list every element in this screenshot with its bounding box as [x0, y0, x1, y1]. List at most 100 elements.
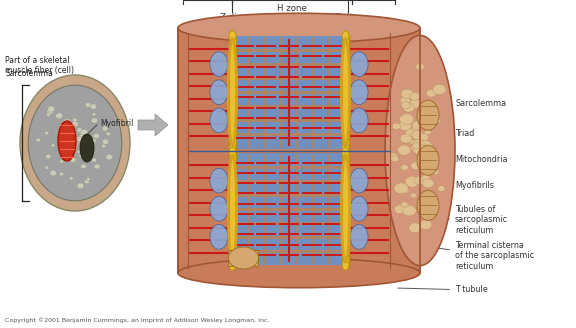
Ellipse shape [56, 113, 63, 119]
Ellipse shape [64, 132, 70, 138]
Ellipse shape [400, 97, 410, 105]
Ellipse shape [229, 147, 236, 158]
Ellipse shape [229, 143, 236, 154]
Ellipse shape [45, 166, 49, 169]
Ellipse shape [92, 118, 98, 123]
Ellipse shape [79, 134, 84, 138]
Ellipse shape [419, 133, 429, 141]
Ellipse shape [410, 193, 416, 198]
Ellipse shape [51, 172, 56, 176]
Ellipse shape [72, 139, 78, 144]
Ellipse shape [417, 100, 439, 130]
Ellipse shape [350, 224, 368, 249]
Ellipse shape [405, 176, 419, 187]
Ellipse shape [73, 142, 77, 145]
Ellipse shape [229, 31, 236, 41]
Text: M
line: M line [285, 26, 299, 39]
Ellipse shape [66, 153, 71, 157]
Ellipse shape [72, 121, 78, 127]
Ellipse shape [400, 114, 414, 125]
Ellipse shape [350, 196, 368, 221]
Ellipse shape [68, 147, 74, 152]
Ellipse shape [410, 127, 420, 135]
Text: Myofibrils: Myofibrils [428, 180, 494, 191]
Text: Mitochondria: Mitochondria [438, 155, 507, 170]
Bar [229, 250, 259, 266]
Ellipse shape [397, 145, 411, 155]
Ellipse shape [69, 136, 75, 142]
Ellipse shape [106, 132, 111, 136]
Ellipse shape [79, 149, 85, 154]
Ellipse shape [418, 149, 426, 155]
Ellipse shape [20, 75, 130, 211]
Ellipse shape [342, 147, 349, 158]
Ellipse shape [59, 172, 64, 176]
Ellipse shape [350, 52, 368, 76]
Text: T tubule: T tubule [398, 285, 488, 295]
Ellipse shape [63, 119, 70, 124]
Ellipse shape [414, 122, 421, 127]
Ellipse shape [438, 186, 445, 192]
Text: Copyright ©2001 Benjamin Cummings, an imprint of Addison Wesley Longman, Inc.: Copyright ©2001 Benjamin Cummings, an im… [5, 318, 270, 323]
Ellipse shape [79, 131, 85, 135]
Ellipse shape [106, 154, 112, 160]
Ellipse shape [402, 188, 409, 194]
Ellipse shape [399, 121, 411, 131]
Ellipse shape [47, 113, 51, 116]
Text: Sarcolemma: Sarcolemma [435, 98, 506, 113]
Ellipse shape [425, 130, 431, 135]
Ellipse shape [81, 164, 86, 169]
Ellipse shape [342, 31, 349, 41]
Ellipse shape [60, 160, 63, 163]
Ellipse shape [403, 205, 416, 216]
Text: Myofibril: Myofibril [100, 118, 134, 128]
Ellipse shape [93, 133, 100, 139]
Ellipse shape [410, 139, 416, 145]
Ellipse shape [58, 121, 76, 161]
Ellipse shape [92, 158, 97, 162]
Ellipse shape [391, 156, 399, 162]
Ellipse shape [342, 260, 349, 270]
Ellipse shape [69, 177, 73, 180]
Ellipse shape [47, 109, 53, 114]
Ellipse shape [28, 85, 122, 201]
Ellipse shape [79, 154, 84, 157]
Ellipse shape [422, 174, 430, 181]
Ellipse shape [416, 64, 425, 70]
Ellipse shape [81, 130, 88, 135]
Ellipse shape [342, 143, 349, 154]
Text: Sarcolemma: Sarcolemma [5, 70, 53, 78]
Ellipse shape [66, 131, 71, 135]
Ellipse shape [67, 127, 74, 132]
Ellipse shape [401, 202, 408, 207]
Ellipse shape [412, 143, 421, 149]
Ellipse shape [85, 180, 89, 184]
Text: Terminal cisterna
of the sarcoplasmic
reticulum: Terminal cisterna of the sarcoplasmic re… [418, 241, 534, 271]
Ellipse shape [406, 129, 415, 136]
Bar [342, 36, 349, 149]
Ellipse shape [411, 130, 423, 139]
Ellipse shape [46, 154, 51, 159]
Ellipse shape [71, 141, 75, 145]
Ellipse shape [350, 168, 368, 193]
Ellipse shape [210, 196, 228, 221]
Text: Z disc: Z disc [219, 13, 245, 22]
Text: H zone: H zone [277, 4, 307, 13]
Ellipse shape [94, 164, 100, 169]
Text: Z disc: Z disc [335, 13, 361, 22]
Ellipse shape [409, 223, 422, 233]
Ellipse shape [77, 183, 84, 189]
Ellipse shape [415, 157, 426, 166]
Ellipse shape [350, 108, 368, 133]
Ellipse shape [70, 157, 76, 162]
Ellipse shape [431, 169, 439, 175]
Ellipse shape [58, 144, 61, 147]
Ellipse shape [403, 103, 414, 112]
Ellipse shape [417, 147, 427, 154]
Ellipse shape [71, 136, 77, 141]
Ellipse shape [210, 108, 228, 133]
Ellipse shape [73, 140, 79, 145]
Ellipse shape [414, 176, 425, 185]
Ellipse shape [72, 136, 78, 142]
Ellipse shape [51, 144, 55, 147]
